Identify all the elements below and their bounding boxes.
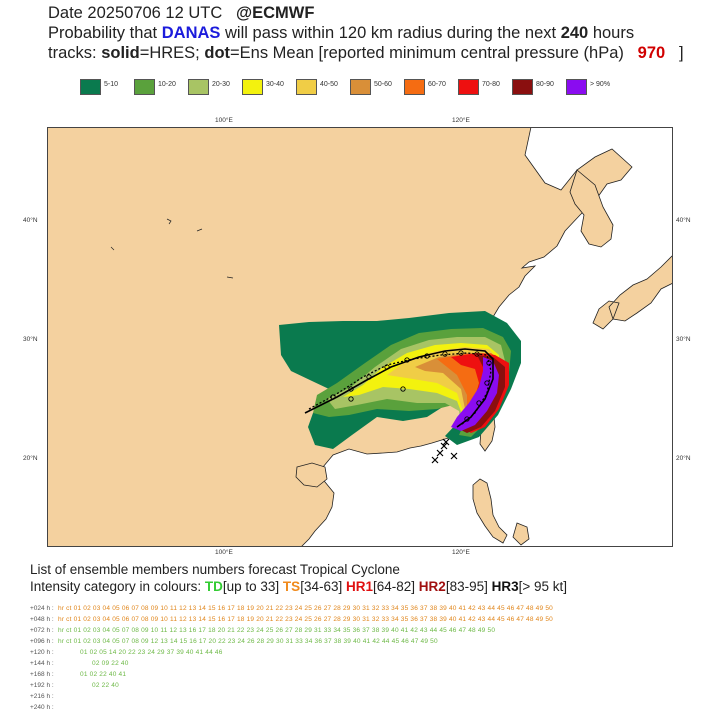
lat-label-left-30: 30°N — [23, 336, 38, 343]
lat-label-right-40: 40°N — [676, 217, 691, 224]
row-lead: +072 h : — [30, 627, 54, 634]
hres-track — [304, 348, 494, 428]
row-lead: +168 h : — [30, 671, 54, 678]
source-text: @ECMWF — [236, 4, 315, 22]
legend-label: 20-30 — [212, 81, 230, 88]
close-bracket: ] — [678, 44, 684, 62]
legend-swatch — [188, 79, 209, 95]
legend-label: 30-40 — [266, 81, 284, 88]
legend-swatch — [134, 79, 155, 95]
forecast-map: 100°E 120°E 100°E 120°E 40°N 30°N 20°N 4… — [23, 117, 691, 556]
row-lead: +216 h : — [30, 693, 54, 700]
legend-swatch — [512, 79, 533, 95]
forecast-hours: 240 — [560, 24, 589, 42]
solid-desc: =HRES; — [139, 44, 200, 62]
lat-label-right-20: 20°N — [676, 455, 691, 462]
row-lead: +120 h : — [30, 649, 54, 656]
prob-middle: will pass within 120 km radius during th… — [225, 24, 557, 42]
intensity-prefix: Intensity category in colours: — [30, 579, 202, 594]
row-lead: +192 h : — [30, 682, 54, 689]
luzon-island — [472, 478, 508, 544]
row-members: 01 02 05 14 20 22 23 24 29 37 39 40 41 4… — [80, 649, 223, 656]
ens-mean-points — [330, 350, 492, 422]
storm-name: DANAS — [161, 24, 221, 42]
row-members: 02 09 22 40 — [92, 660, 129, 667]
japan-islands — [592, 254, 674, 330]
date-text: Date 20250706 12 UTC — [48, 4, 223, 22]
td-range: [up to 33] — [222, 579, 280, 594]
prob-swath-over-90 — [451, 357, 499, 431]
hr2-range: [83-95] — [445, 579, 488, 594]
legend-label: 50-60 — [374, 81, 392, 88]
legend-swatch — [458, 79, 479, 95]
row-members: hr ct 01 02 03 04 05 06 07 08 09 10 11 1… — [58, 605, 553, 612]
row-members: 02 22 40 — [92, 682, 119, 689]
members-section-title: List of ensemble members numbers forecas… — [30, 562, 400, 577]
row-members: 01 02 22 40 41 — [80, 671, 127, 678]
ts-range: [34-63] — [300, 579, 343, 594]
legend-label: 60-70 — [428, 81, 446, 88]
legend-swatch — [350, 79, 371, 95]
legend-swatch — [242, 79, 263, 95]
header-line-date: Date 20250706 12 UTC @ECMWF — [48, 3, 314, 23]
row-lead: +096 h : — [30, 638, 54, 645]
legend-label: 80-90 — [536, 81, 554, 88]
ens-mean-track — [308, 352, 492, 426]
hainan-island — [295, 462, 328, 488]
prob-prefix: Probability that — [48, 24, 158, 42]
legend-label: 5-10 — [104, 81, 119, 88]
header-line-probability: Probability that DANAS will pass within … — [48, 23, 634, 43]
hr1-label: HR1 — [345, 579, 373, 594]
row-members: hr ct 01 02 03 04 05 07 08 09 12 13 14 1… — [58, 638, 438, 645]
row-lead: +144 h : — [30, 660, 54, 667]
lon-label-top-100: 100°E — [215, 117, 233, 124]
row-lead: +240 h : — [30, 704, 54, 711]
row-lead: +048 h : — [30, 616, 54, 623]
hr3-label: HR3 — [491, 579, 519, 594]
dot-desc: =Ens Mean [reported minimum central pres… — [230, 44, 624, 62]
legend-swatch — [80, 79, 101, 95]
dot-word: dot — [204, 44, 231, 62]
header-line-tracks: tracks: solid=HRES; dot=Ens Mean [report… — [48, 43, 684, 63]
legend-label: 70-80 — [482, 81, 500, 88]
visayas-islands — [512, 522, 530, 546]
observed-track-crosses — [431, 438, 458, 464]
lat-label-left-40: 40°N — [23, 217, 38, 224]
coast-fragments — [110, 218, 234, 279]
lon-label-bottom-120: 120°E — [452, 549, 470, 556]
lon-label-bottom-100: 100°E — [215, 549, 233, 556]
legend-label: 40-50 — [320, 81, 338, 88]
hr2-label: HR2 — [418, 579, 446, 594]
ts-label: TS — [282, 579, 301, 594]
lon-label-top-120: 120°E — [452, 117, 470, 124]
map-canvas — [46, 126, 674, 548]
lat-label-right-30: 30°N — [676, 336, 691, 343]
legend-swatch — [404, 79, 425, 95]
legend-swatch — [566, 79, 587, 95]
intensity-category-line: Intensity category in colours: TD[up to … — [30, 579, 567, 594]
legend-label: 10-20 — [158, 81, 176, 88]
hours-unit: hours — [592, 24, 635, 42]
legend-label: > 90% — [590, 81, 611, 88]
td-label: TD — [204, 579, 223, 594]
pressure-value: 970 — [637, 44, 666, 62]
hr1-range: [64-82] — [373, 579, 416, 594]
tracks-prefix: tracks: — [48, 44, 97, 62]
hr3-range: [> 95 kt] — [518, 579, 568, 594]
row-members: hr ct 01 02 03 04 05 07 08 09 10 11 12 1… — [58, 627, 496, 634]
legend-swatch — [296, 79, 317, 95]
korea-peninsula — [569, 169, 614, 248]
row-lead: +024 h : — [30, 605, 54, 612]
lat-label-left-20: 20°N — [23, 455, 38, 462]
solid-word: solid — [101, 44, 140, 62]
row-members: hr ct 01 02 03 04 05 06 07 08 09 10 11 1… — [58, 616, 553, 623]
